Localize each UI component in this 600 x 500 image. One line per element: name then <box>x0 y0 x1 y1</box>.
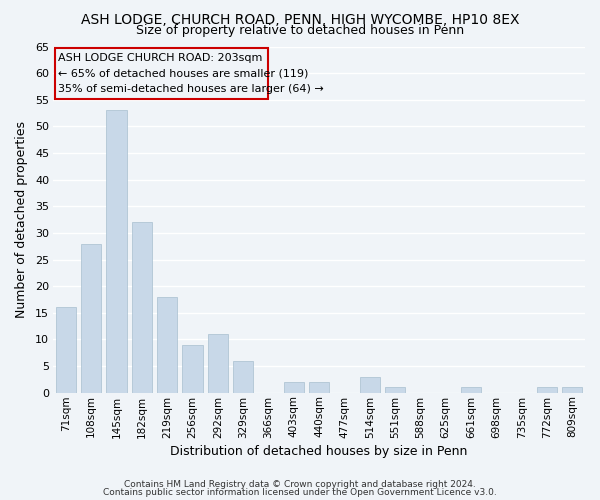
Text: ASH LODGE, CHURCH ROAD, PENN, HIGH WYCOMBE, HP10 8EX: ASH LODGE, CHURCH ROAD, PENN, HIGH WYCOM… <box>81 12 519 26</box>
Bar <box>359 376 380 392</box>
X-axis label: Distribution of detached houses by size in Penn: Distribution of detached houses by size … <box>170 444 468 458</box>
Text: ASH LODGE CHURCH ROAD: 203sqm
← 65% of detached houses are smaller (119)
35% of : ASH LODGE CHURCH ROAD: 203sqm ← 65% of d… <box>58 53 324 94</box>
Bar <box>284 382 304 392</box>
Bar <box>461 388 481 392</box>
Bar <box>106 110 127 392</box>
Bar <box>157 297 178 392</box>
Bar <box>81 244 101 392</box>
Bar <box>537 388 557 392</box>
Y-axis label: Number of detached properties: Number of detached properties <box>15 121 28 318</box>
Bar <box>233 360 253 392</box>
Text: Contains HM Land Registry data © Crown copyright and database right 2024.: Contains HM Land Registry data © Crown c… <box>124 480 476 489</box>
Bar <box>132 222 152 392</box>
Bar <box>309 382 329 392</box>
Bar <box>56 308 76 392</box>
Bar <box>208 334 228 392</box>
Bar <box>182 344 203 393</box>
Text: Contains public sector information licensed under the Open Government Licence v3: Contains public sector information licen… <box>103 488 497 497</box>
Bar <box>562 388 583 392</box>
Bar <box>385 388 405 392</box>
Bar <box>55 48 268 98</box>
Text: Size of property relative to detached houses in Penn: Size of property relative to detached ho… <box>136 24 464 37</box>
